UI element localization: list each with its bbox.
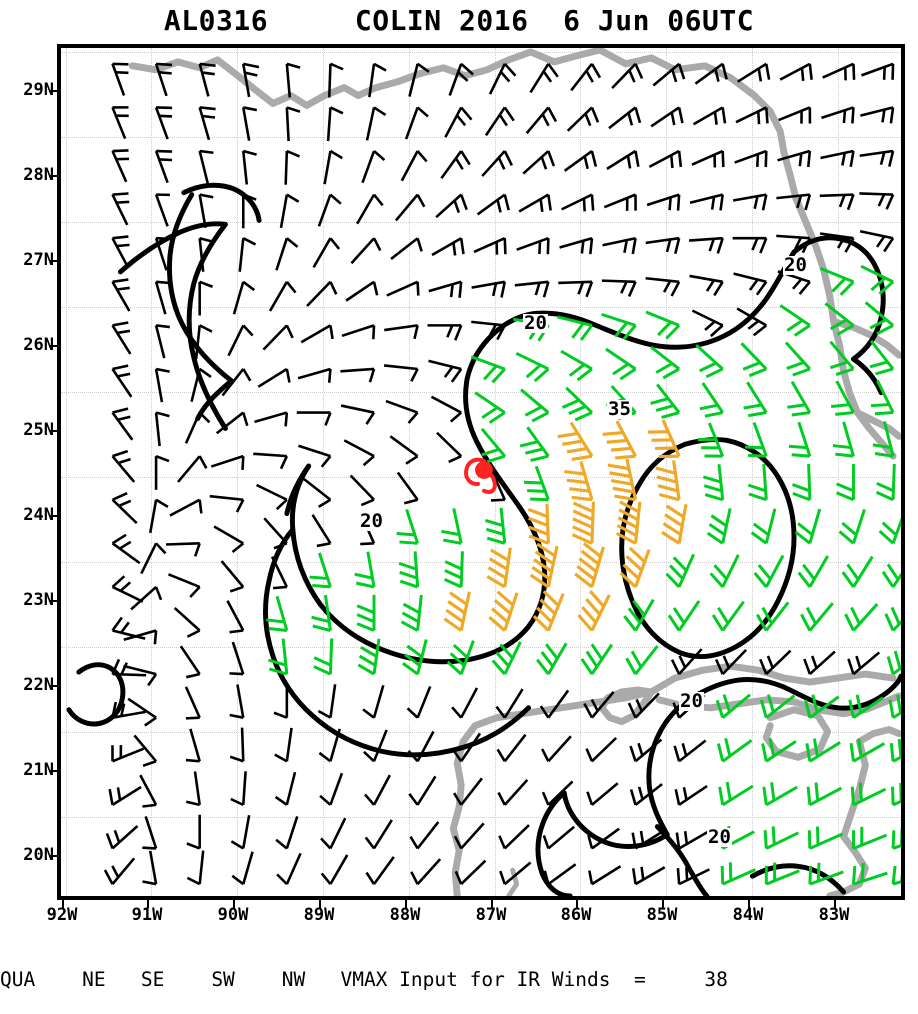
storm-parameters-table: QUA NE SE SW NW VMAX Input for IR Winds … <box>0 925 918 1014</box>
x-tick-label: 89W <box>303 905 335 925</box>
x-tick-label: 91W <box>131 905 163 925</box>
gridline-h <box>61 222 901 223</box>
contour-label-35: 35 <box>607 398 632 420</box>
contour-20-gulfcoast <box>117 221 228 431</box>
gridline-v <box>323 48 324 896</box>
plot-inner: 20 20 35 20 20 20 <box>61 48 901 896</box>
y-tick-label: 29N <box>23 80 54 100</box>
gridline-v <box>66 48 67 896</box>
gridline-h <box>61 897 901 898</box>
contour-20-topleft <box>181 182 262 223</box>
gridline-h <box>61 817 901 818</box>
page-title: AL0316 COLIN 2016 6 Jun 06UTC <box>163 3 755 37</box>
x-tick-label: 85W <box>646 905 678 925</box>
storm-center-layer <box>464 457 497 494</box>
contour-20-bottom <box>561 790 670 849</box>
y-tick-mark <box>49 770 57 772</box>
contour-20-ne <box>791 235 886 362</box>
contour-20-ne2 <box>850 356 884 396</box>
chart-title-bar: AL0316 COLIN 2016 6 Jun 06UTC <box>0 0 918 40</box>
contour-label-20-ne: 20 <box>783 254 808 276</box>
y-tick-mark <box>49 685 57 687</box>
gridline-h <box>61 307 901 308</box>
y-tick-label: 22N <box>23 675 54 695</box>
x-tick-mark <box>62 900 64 908</box>
y-tick-mark <box>49 855 57 857</box>
x-tick-label: 86W <box>560 905 592 925</box>
gridline-v <box>409 48 410 896</box>
x-tick-label: 84W <box>732 905 764 925</box>
gridline-h <box>61 732 901 733</box>
contour-20-bottom3 <box>654 824 710 896</box>
y-tick-label: 20N <box>23 845 54 865</box>
tropical-cyclone-symbol <box>464 457 497 494</box>
gridline-h <box>61 52 901 53</box>
y-tick-mark <box>49 175 57 177</box>
x-tick-mark <box>147 900 149 908</box>
y-tick-mark <box>49 345 57 347</box>
y-tick-mark <box>49 90 57 92</box>
y-tick-mark <box>49 515 57 517</box>
x-tick-mark <box>405 900 407 908</box>
contour-label-20-cuba: 20 <box>679 690 704 712</box>
x-tick-label: 87W <box>475 905 507 925</box>
contour-label-20-north: 20 <box>523 312 548 334</box>
gridline-v <box>838 48 839 896</box>
contour-20-bottom2 <box>535 790 573 896</box>
x-tick-label: 90W <box>217 905 249 925</box>
y-tick-label: 21N <box>23 760 54 780</box>
x-tick-label: 88W <box>389 905 421 925</box>
gridline-v <box>752 48 753 896</box>
x-tick-mark <box>319 900 321 908</box>
contour-label-20-south: 20 <box>707 826 732 848</box>
y-tick-mark <box>49 430 57 432</box>
x-tick-mark <box>233 900 235 908</box>
gridline-v <box>237 48 238 896</box>
map-plot-area: 20 20 35 20 20 20 <box>57 44 905 900</box>
x-tick-label: 83W <box>818 905 850 925</box>
y-tick-mark <box>49 600 57 602</box>
y-tick-label: 27N <box>23 250 54 270</box>
gridline-h <box>61 137 901 138</box>
gridline-h <box>61 647 901 648</box>
y-tick-label: 24N <box>23 505 54 525</box>
y-tick-label: 23N <box>23 590 54 610</box>
contour-20-sw <box>284 463 312 517</box>
x-tick-mark <box>491 900 493 908</box>
x-tick-mark <box>748 900 750 908</box>
x-tick-label: 92W <box>46 905 78 925</box>
x-tick-mark <box>576 900 578 908</box>
y-tick-label: 25N <box>23 420 54 440</box>
x-tick-mark <box>834 900 836 908</box>
contour-label-20-west: 20 <box>359 510 384 532</box>
x-tick-mark <box>662 900 664 908</box>
footer-line-header: QUA NE SE SW NW VMAX Input for IR Winds … <box>0 968 728 991</box>
gridline-h <box>61 562 901 563</box>
y-tick-label: 28N <box>23 165 54 185</box>
gridline-h <box>61 392 901 393</box>
contour-20-south <box>263 526 532 758</box>
contour-20-north <box>491 249 797 350</box>
contour-20-nw <box>167 192 234 384</box>
y-tick-mark <box>49 260 57 262</box>
contour-20-left-blob <box>66 662 126 727</box>
gridline-v <box>151 48 152 896</box>
y-tick-label: 26N <box>23 335 54 355</box>
contour-20-inner <box>289 330 548 665</box>
